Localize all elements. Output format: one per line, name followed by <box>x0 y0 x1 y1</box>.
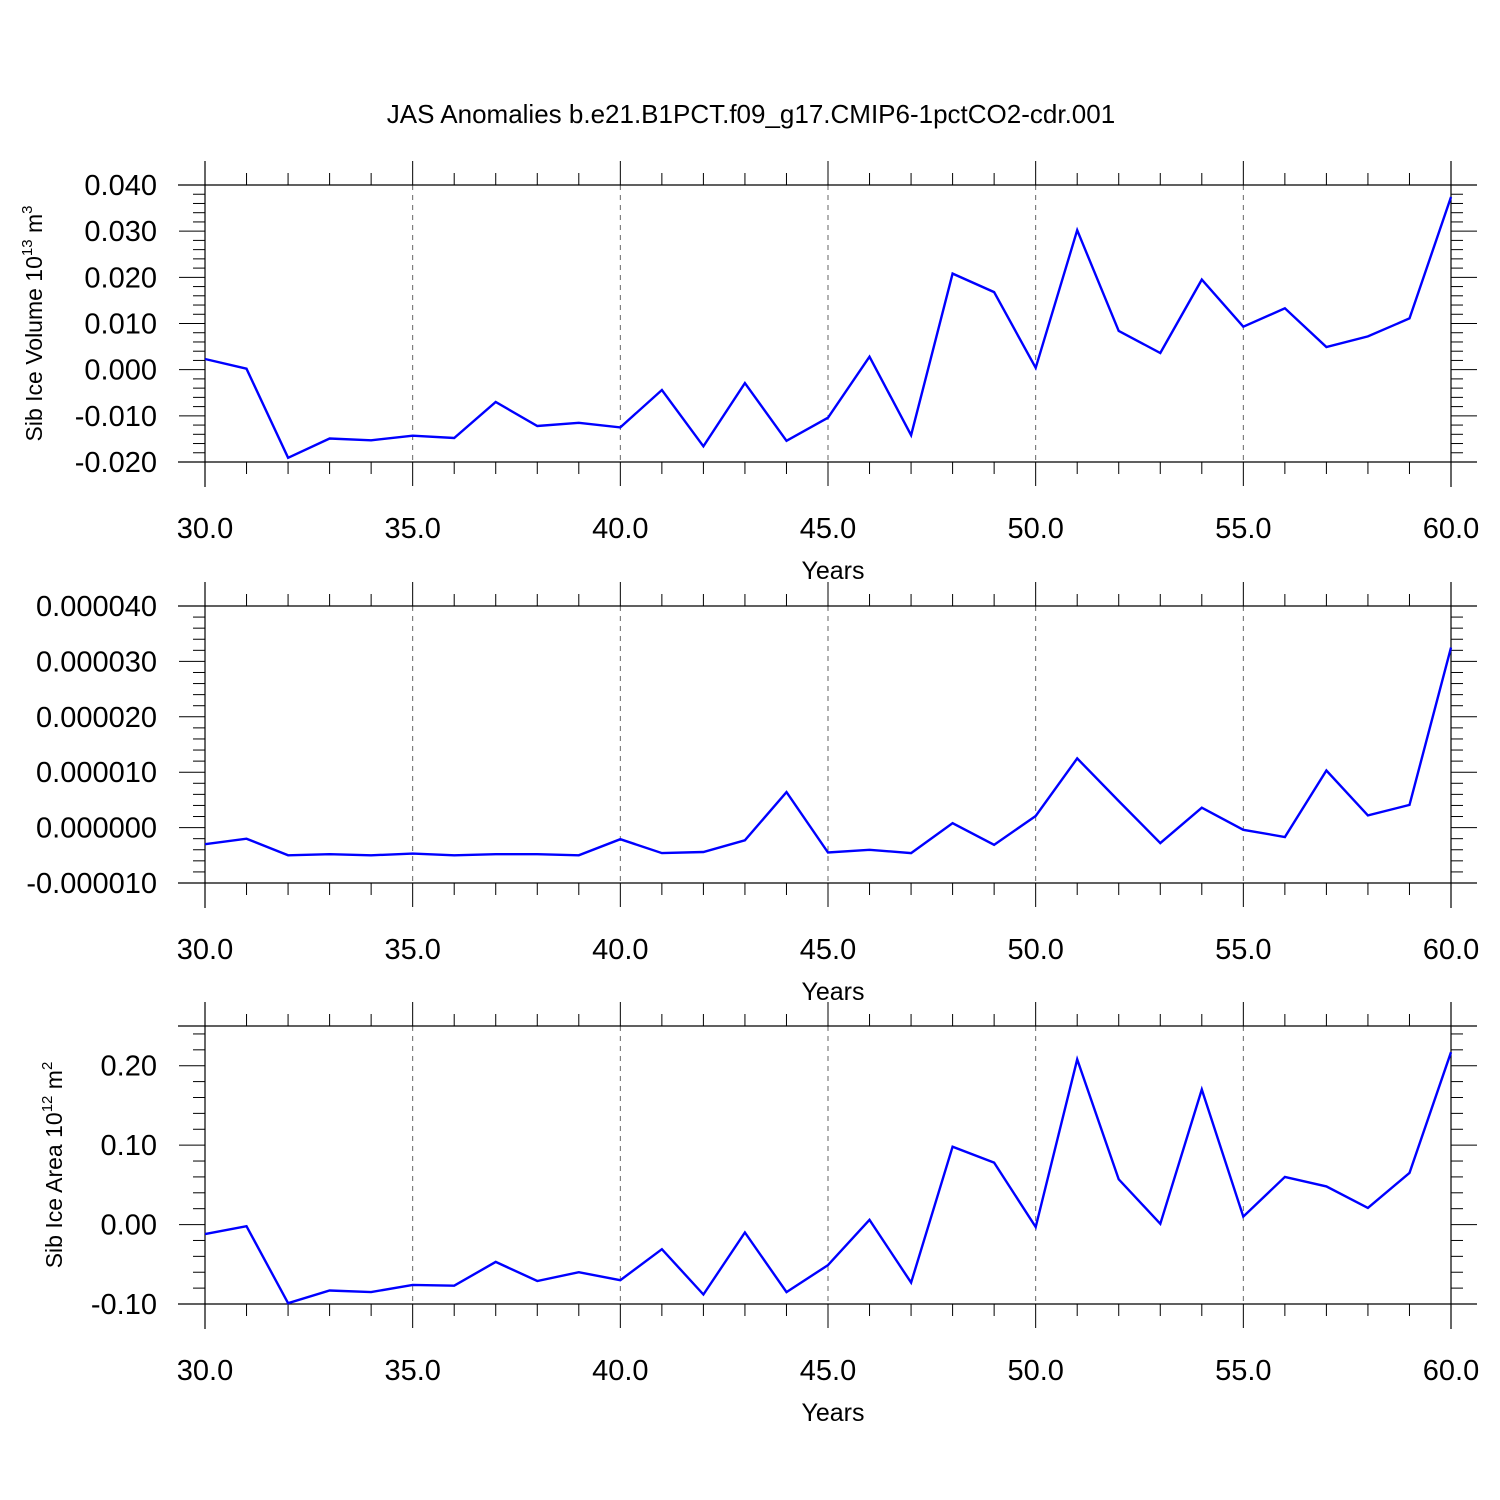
x-tick-label: 30.0 <box>177 513 233 545</box>
series-line <box>204 647 1453 857</box>
x-tick-label: 50.0 <box>1007 934 1063 966</box>
x-tick-label: 35.0 <box>384 513 440 545</box>
plot-stack: 30.0 35.0 40.0 45.0 50.0 55.0 60.0 Years -0.020 -… <box>19 161 1479 1427</box>
y-axis-title: Sib Ice Volume 1013 m3 <box>19 206 47 442</box>
y-tick-label: 0.030 <box>84 216 157 248</box>
x-tick-label: 55.0 <box>1215 513 1271 545</box>
x-tick-label: 60.0 <box>1423 1355 1479 1387</box>
x-tick-label: 30.0 <box>177 1355 233 1387</box>
x-tick-label: 55.0 <box>1215 1355 1271 1387</box>
panel-2: 30.0 35.0 40.0 45.0 50.0 55.0 60.0 Years -0.0000… <box>26 582 1479 1006</box>
y-tick-label: -0.000010 <box>26 868 157 900</box>
x-tick-label: 60.0 <box>1423 934 1479 966</box>
y-tick-label: 0.000020 <box>36 702 157 734</box>
x-axis-title: Years <box>801 1399 864 1427</box>
y-tick-label: 0.000000 <box>36 813 157 845</box>
y-tick-label: 0.000 <box>84 355 157 387</box>
y-tick-label: 0.000010 <box>36 757 157 789</box>
x-tick-label: 30.0 <box>177 934 233 966</box>
panel-3: 30.0 35.0 40.0 45.0 50.0 55.0 60.0 Years -0.10 0.… <box>39 1002 1479 1427</box>
y-tick-label: 0.010 <box>84 309 157 341</box>
series-line <box>204 1051 1453 1305</box>
y-tick-label: 0.00 <box>101 1210 157 1242</box>
x-axis-title: Years <box>801 557 864 585</box>
x-tick-label: 45.0 <box>800 934 856 966</box>
y-tick-label: 0.20 <box>101 1051 157 1083</box>
x-tick-label: 45.0 <box>800 513 856 545</box>
y-tick-label: 0.000030 <box>36 646 157 678</box>
y-tick-label: 0.000040 <box>36 591 157 623</box>
x-tick-label: 35.0 <box>384 1355 440 1387</box>
x-tick-label: 40.0 <box>592 513 648 545</box>
y-tick-label: 0.020 <box>84 262 157 294</box>
y-tick-label: -0.010 <box>75 401 157 433</box>
x-tick-label: 55.0 <box>1215 934 1271 966</box>
x-axis-title: Years <box>801 978 864 1006</box>
x-tick-label: 40.0 <box>592 1355 648 1387</box>
x-tick-label: 60.0 <box>1423 513 1479 545</box>
x-tick-label: 50.0 <box>1007 513 1063 545</box>
chart-title: JAS Anomalies b.e21.B1PCT.f09_g17.CMIP6-… <box>387 99 1115 129</box>
y-axis-title: Sib Ice Area 1012 m2 <box>39 1062 67 1269</box>
x-tick-label: 35.0 <box>384 934 440 966</box>
panel-1: 30.0 35.0 40.0 45.0 50.0 55.0 60.0 Years -0.020 -… <box>19 161 1479 585</box>
y-tick-label: -0.020 <box>75 447 157 479</box>
x-tick-label: 40.0 <box>592 934 648 966</box>
y-tick-label: -0.10 <box>91 1289 157 1321</box>
x-tick-label: 45.0 <box>800 1355 856 1387</box>
x-tick-label: 50.0 <box>1007 1355 1063 1387</box>
series-line <box>204 196 1453 460</box>
y-tick-label: 0.10 <box>101 1130 157 1162</box>
y-tick-label: 0.040 <box>84 170 157 202</box>
